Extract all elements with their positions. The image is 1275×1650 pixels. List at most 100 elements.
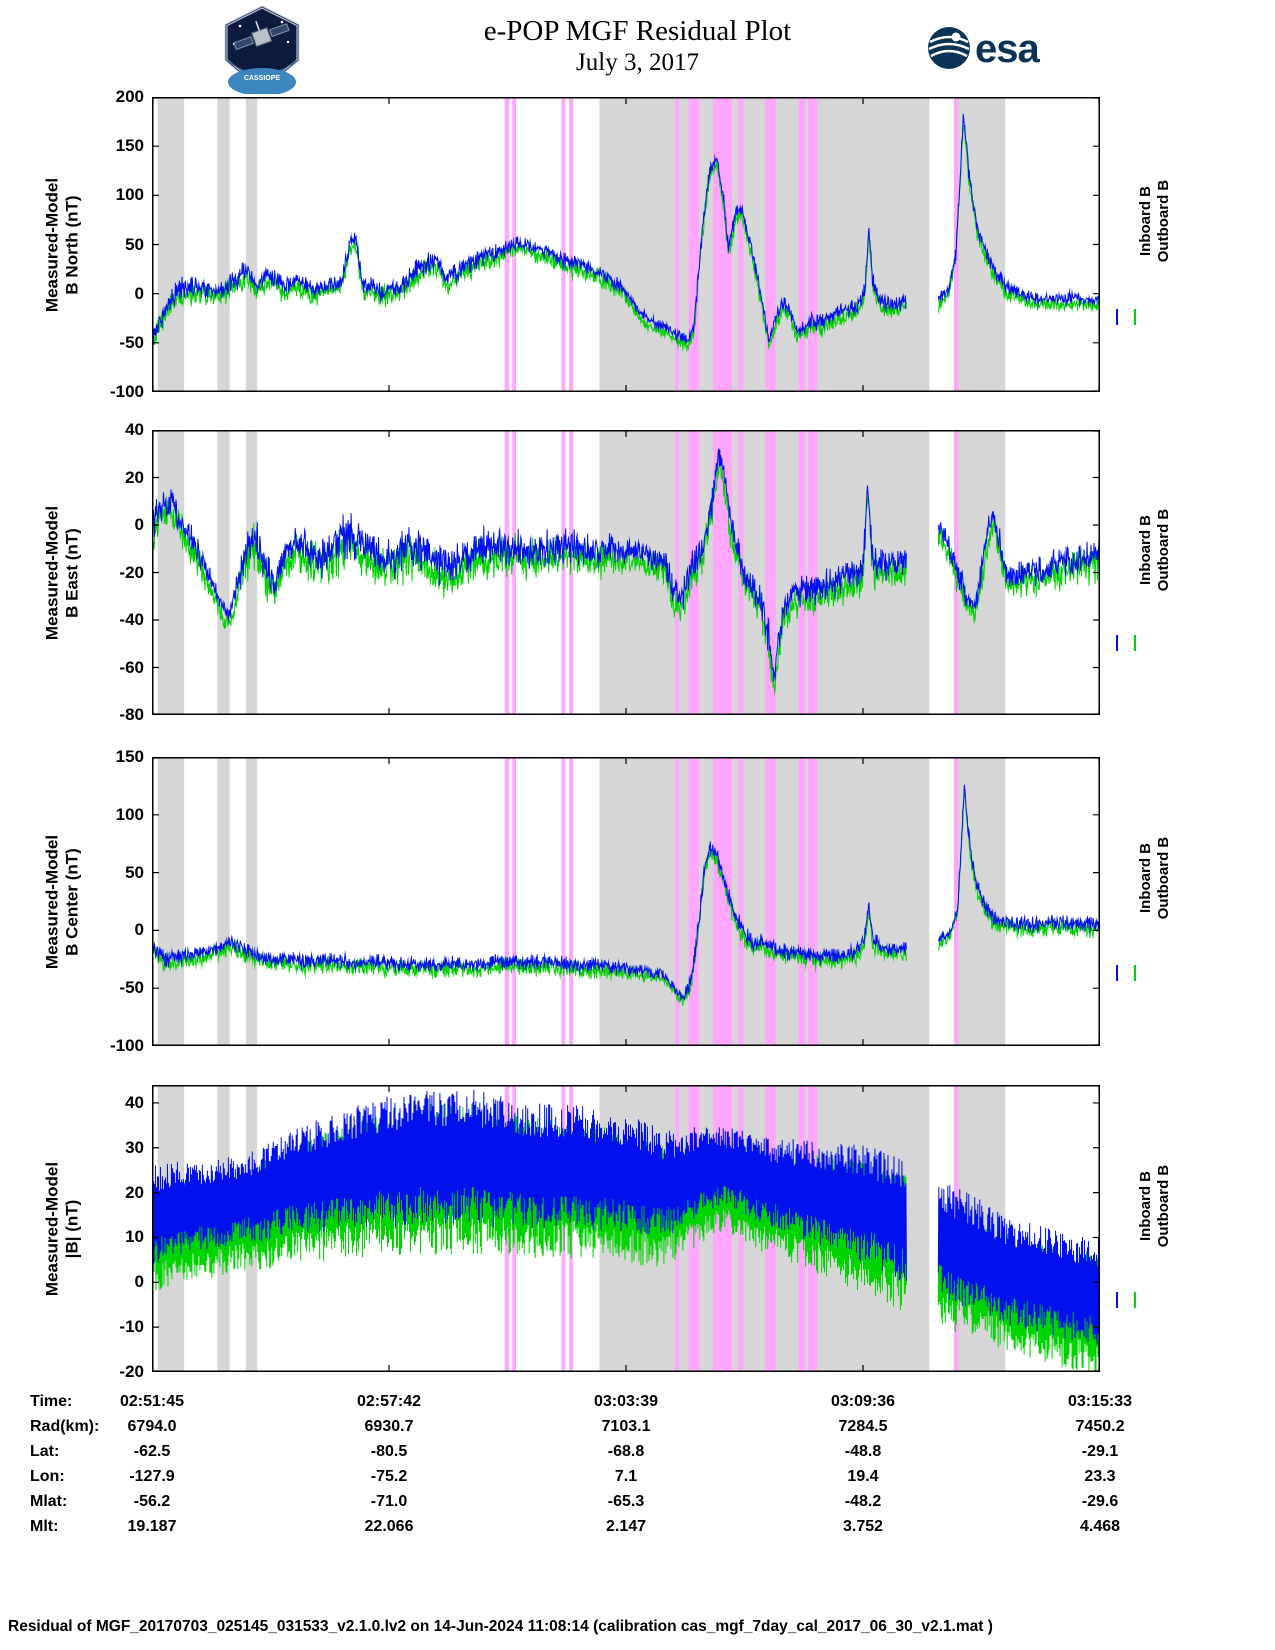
legend-outboard-label: Outboard B [1155, 508, 1172, 591]
mission-patch-label: CASSIOPE [244, 75, 281, 82]
ephemeris-cell: -80.5 [370, 1443, 408, 1460]
ephemeris-cell: 02:51:45 [119, 1393, 185, 1410]
ephemeris-cell: 03:15:33 [1067, 1393, 1133, 1410]
y-tick-label: -10 [119, 1317, 144, 1337]
ephemeris-cell: -68.8 [607, 1443, 645, 1460]
ephemeris-cell: -71.0 [370, 1493, 408, 1510]
ephemeris-cell: -48.2 [844, 1493, 882, 1510]
ephemeris-cell: 19.4 [847, 1468, 879, 1485]
y-axis-label-line: Measured-Model [42, 505, 61, 640]
legend-outboard-label: Outboard B [1155, 837, 1172, 920]
ephemeris-row-lon: Lon: -127.9 -75.2 7.1 19.4 23.3 [0, 1468, 1275, 1493]
y-tick-label: -100 [109, 382, 144, 401]
legend-label: Inboard B Outboard B [1137, 480, 1173, 620]
y-tick-label: 30 [125, 1137, 144, 1157]
y-tick-label: 150 [115, 747, 144, 766]
ephemeris-row-label: Time: [30, 1393, 73, 1410]
outboard-legend-mark [1134, 1291, 1136, 1308]
figure-date: July 3, 2017 [576, 49, 699, 76]
b-magnitude-plot-canvas [152, 1085, 1100, 1372]
legend-inboard-label: Inboard B [1137, 1170, 1154, 1241]
y-tick-label: -50 [119, 978, 144, 998]
y-tick-label: -60 [119, 657, 144, 677]
y-tick-label: 100 [115, 804, 144, 824]
ephemeris-cell: -75.2 [370, 1468, 408, 1485]
ephemeris-cell: 02:57:42 [356, 1393, 422, 1410]
ephemeris-cell: 7284.5 [838, 1418, 888, 1435]
ephemeris-cell: -56.2 [133, 1493, 171, 1510]
y-tick-label: -20 [119, 562, 144, 582]
legend-label: Inboard B Outboard B [1137, 1136, 1173, 1276]
ephemeris-row-radkm: Rad(km): 6794.0 6930.7 7103.1 7284.5 7450.2 [0, 1418, 1275, 1443]
ephemeris-row-label: Lon: [30, 1468, 65, 1485]
legend-inboard-label: Inboard B [1137, 514, 1154, 585]
ephemeris-cell: -48.8 [844, 1443, 882, 1460]
ephemeris-row-label: Rad(km): [30, 1418, 100, 1435]
ephemeris-cell: 4.468 [1079, 1518, 1121, 1535]
ephemeris-cell: 22.066 [364, 1518, 414, 1535]
ephemeris-row-lat: Lat: -62.5 -80.5 -68.8 -48.8 -29.1 [0, 1443, 1275, 1468]
legend-label: Inboard B Outboard B [1137, 151, 1173, 291]
legend-outboard-label: Outboard B [1155, 179, 1172, 263]
ephemeris-cell: 03:03:39 [593, 1393, 659, 1410]
y-tick-label: -100 [109, 1036, 144, 1055]
y-tick-label: 200 [115, 87, 144, 106]
y-tick-label: 0 [134, 283, 144, 303]
y-tick-label: 0 [134, 920, 144, 940]
ephemeris-cell: -29.1 [1081, 1443, 1119, 1460]
ephemeris-cell: 7450.2 [1075, 1418, 1125, 1435]
ephemeris-cell: -62.5 [133, 1443, 171, 1460]
ephemeris-cell: 23.3 [1084, 1468, 1116, 1485]
y-axis-label: Measured-Model B Center (nT) [42, 757, 82, 1046]
y-axis-label-line: Measured-Model [42, 1161, 61, 1296]
y-axis-label-line: Measured-Model [42, 834, 61, 969]
y-tick-label: -40 [119, 610, 144, 629]
ephemeris-cell: 2.147 [605, 1518, 647, 1535]
legend-outboard-label: Outboard B [1155, 1164, 1172, 1247]
y-tick-label: 50 [125, 862, 144, 882]
ephemeris-cell: 03:09:36 [830, 1393, 896, 1410]
y-tick-label: 50 [125, 234, 144, 254]
ephemeris-cell: 3.752 [842, 1518, 884, 1535]
figure-title: e-POP MGF Residual Plot [483, 15, 792, 47]
y-tick-label: 0 [134, 1272, 144, 1292]
y-tick-label: 100 [115, 185, 144, 205]
ephemeris-cell: 7.1 [614, 1468, 638, 1485]
ephemeris-cell: 6930.7 [364, 1418, 414, 1435]
inboard-legend-mark [1116, 309, 1118, 326]
y-axis-label: Measured-Model B North (nT) [42, 97, 82, 392]
legend-inboard-label: Inboard B [1137, 843, 1154, 914]
outboard-legend-mark [1134, 309, 1136, 326]
ephemeris-cell: -127.9 [129, 1468, 175, 1485]
ephemeris-cell: 7103.1 [601, 1418, 651, 1435]
ephemeris-row-mlat: Mlat: -56.2 -71.0 -65.3 -48.2 -29.6 [0, 1493, 1275, 1518]
ephemeris-row-mlt: Mlt: 19.187 22.066 2.147 3.752 4.468 [0, 1518, 1275, 1543]
y-tick-label: -20 [119, 1362, 144, 1381]
legend-inboard-label: Inboard B [1137, 185, 1154, 256]
inboard-legend-mark [1116, 965, 1118, 982]
y-tick-label: 40 [125, 420, 144, 439]
ephemeris-cell: 19.187 [127, 1518, 177, 1535]
ephemeris-row-label: Mlt: [30, 1518, 59, 1535]
y-tick-label: -80 [119, 705, 144, 724]
inboard-legend-mark [1116, 1291, 1118, 1308]
ephemeris-row-time: Time: 02:51:45 02:57:42 03:03:39 03:09:36 03:… [0, 1393, 1275, 1418]
ephemeris-cell: 6794.0 [127, 1418, 177, 1435]
esa-logo: esa [925, 22, 1045, 79]
panel-b-east: Inboard B Outboard B 40 20 0 -20 -40 -60 -80 Me… [0, 420, 1275, 724]
b-east-plot-canvas [152, 430, 1100, 715]
ephemeris-row-label: Lat: [30, 1443, 60, 1460]
y-axis-label: Measured-Model |B| (nT) [42, 1085, 82, 1372]
legend-label: Inboard B Outboard B [1137, 808, 1173, 948]
ephemeris-row-label: Mlat: [30, 1493, 68, 1510]
y-axis-label-line: Measured-Model [42, 177, 61, 312]
y-tick-label: 20 [125, 467, 144, 487]
panel-b-magnitude: Inboard B Outboard B 40 30 20 10 0 -10 -20 Meas… [0, 1085, 1275, 1381]
title-block: e-POP MGF Residual Plot July 3, 2017 [0, 14, 1275, 78]
cassiope-mission-patch: CASSIOPE [218, 4, 306, 99]
y-axis-label: Measured-Model B East (nT) [42, 430, 82, 715]
y-axis-label-line: |B| (nT) [62, 1199, 81, 1258]
y-axis-label-line: B Center (nT) [62, 847, 81, 956]
inboard-legend-mark [1116, 635, 1118, 652]
esa-wordmark: esa [975, 27, 1040, 71]
